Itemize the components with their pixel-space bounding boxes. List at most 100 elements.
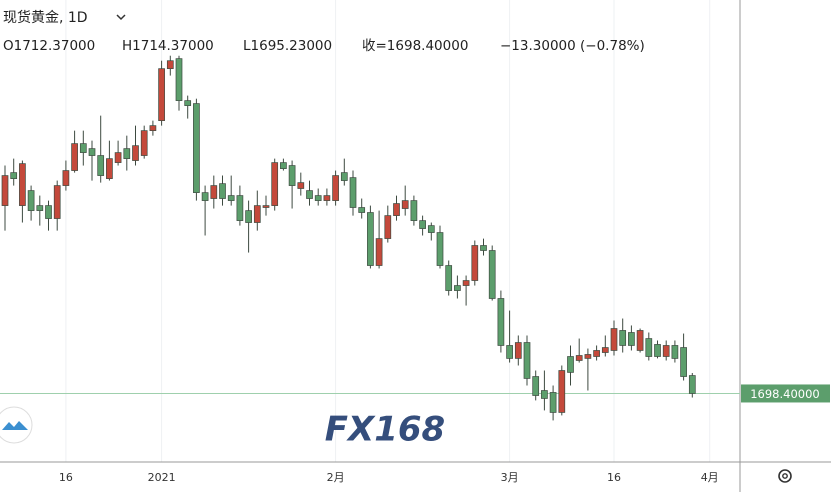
candle-body: [314, 195, 322, 201]
candle-body: [636, 330, 644, 351]
candle-body: [288, 165, 296, 186]
candle-body: [271, 162, 279, 206]
candle-body: [645, 338, 653, 357]
dropdown-chevron[interactable]: [116, 14, 126, 21]
candle-body: [445, 265, 453, 291]
candle-body: [227, 195, 235, 201]
x-tick-label: 2021: [148, 471, 176, 484]
candle-body: [1, 175, 9, 206]
candle-body: [662, 345, 670, 357]
candle-body: [601, 347, 609, 353]
candle-body: [245, 210, 252, 223]
candle-body: [340, 172, 348, 181]
candle-body: [349, 177, 357, 208]
candle-body: [541, 390, 548, 399]
x-tick-label: 16: [59, 471, 73, 484]
gear-hub: [782, 473, 788, 479]
candle-body: [567, 356, 574, 373]
candle-body: [462, 280, 470, 286]
candle-body: [149, 125, 157, 131]
candle-body: [610, 328, 618, 351]
ohlc-value: O1712.37000: [3, 38, 95, 54]
candle-body: [140, 130, 148, 156]
candle-body: [628, 332, 635, 346]
candle-body: [88, 148, 96, 156]
ohlc-value: H1714.37000: [122, 38, 214, 54]
candle-body: [193, 103, 200, 193]
candle-body: [619, 330, 627, 346]
candle-body: [306, 190, 313, 199]
candle-body: [53, 185, 61, 219]
candle-body: [184, 100, 192, 106]
candle-body: [375, 238, 383, 266]
candle-body: [358, 207, 366, 213]
candle-body: [332, 175, 339, 201]
candle-body: [323, 195, 331, 201]
candle-body: [36, 205, 44, 211]
candle-body: [253, 205, 261, 223]
candle-body: [688, 375, 696, 394]
candle-body: [123, 148, 131, 159]
candle-body: [71, 143, 78, 171]
logo-icon[interactable]: [0, 406, 33, 444]
candle-body: [532, 376, 540, 396]
candle-body: [671, 345, 679, 359]
ohlc-value: −13.30000 (−0.78%): [500, 38, 645, 54]
candle-body: [514, 342, 522, 359]
candle-body: [158, 68, 165, 121]
chart-title[interactable]: 现货黄金, 1D: [3, 9, 88, 26]
ohlc-value: 收=1698.40000: [362, 38, 468, 54]
candle-body: [454, 285, 461, 291]
candle-body: [427, 225, 435, 233]
candle-body: [106, 158, 113, 179]
candle-body: [419, 220, 426, 229]
candle-body: [575, 355, 583, 361]
candle-body: [480, 245, 487, 251]
logo-mountain: [2, 421, 28, 430]
candle-body: [523, 342, 531, 379]
settings-icon[interactable]: [778, 469, 792, 483]
candle-body: [166, 60, 174, 70]
candle-body: [175, 58, 183, 101]
x-tick-label: 3月: [501, 471, 519, 484]
candle-body: [201, 192, 209, 201]
candle-body: [593, 350, 600, 357]
candle-body: [262, 205, 270, 208]
candle-body: [45, 205, 52, 219]
candle-body: [488, 250, 496, 299]
candle-body: [236, 195, 244, 221]
candle-body: [384, 215, 392, 239]
candle-body: [680, 347, 687, 377]
candle-body: [27, 190, 35, 211]
ohlc-value: L1695.23000: [243, 38, 332, 54]
candle-body: [79, 143, 87, 153]
candle-body: [584, 354, 592, 359]
candle-body: [367, 212, 374, 266]
last-price-label: 1698.40000: [750, 387, 820, 401]
candle-body: [114, 152, 122, 163]
candle-body: [654, 344, 661, 357]
candle-body: [436, 232, 444, 266]
candle-body: [62, 170, 70, 186]
last-price-box: [741, 384, 830, 403]
candle-body: [19, 163, 26, 206]
candle-body: [558, 370, 566, 413]
candle-body: [549, 392, 557, 413]
candle-body: [132, 145, 139, 161]
gear-ring[interactable]: [778, 469, 792, 483]
candle-body: [393, 203, 400, 216]
candle-body: [497, 298, 505, 346]
candle-body: [280, 162, 287, 169]
candle-body: [97, 155, 105, 176]
x-tick-label: 4月: [701, 471, 719, 484]
x-tick-label: 16: [607, 471, 621, 484]
candle-body: [210, 185, 218, 199]
candle-body: [410, 200, 418, 221]
candle-body: [401, 200, 409, 209]
watermark: FX168: [325, 410, 445, 450]
candle-body: [471, 245, 479, 281]
candle-body: [506, 345, 513, 359]
x-tick-label: 2月: [327, 471, 345, 484]
candle-body: [297, 182, 305, 189]
